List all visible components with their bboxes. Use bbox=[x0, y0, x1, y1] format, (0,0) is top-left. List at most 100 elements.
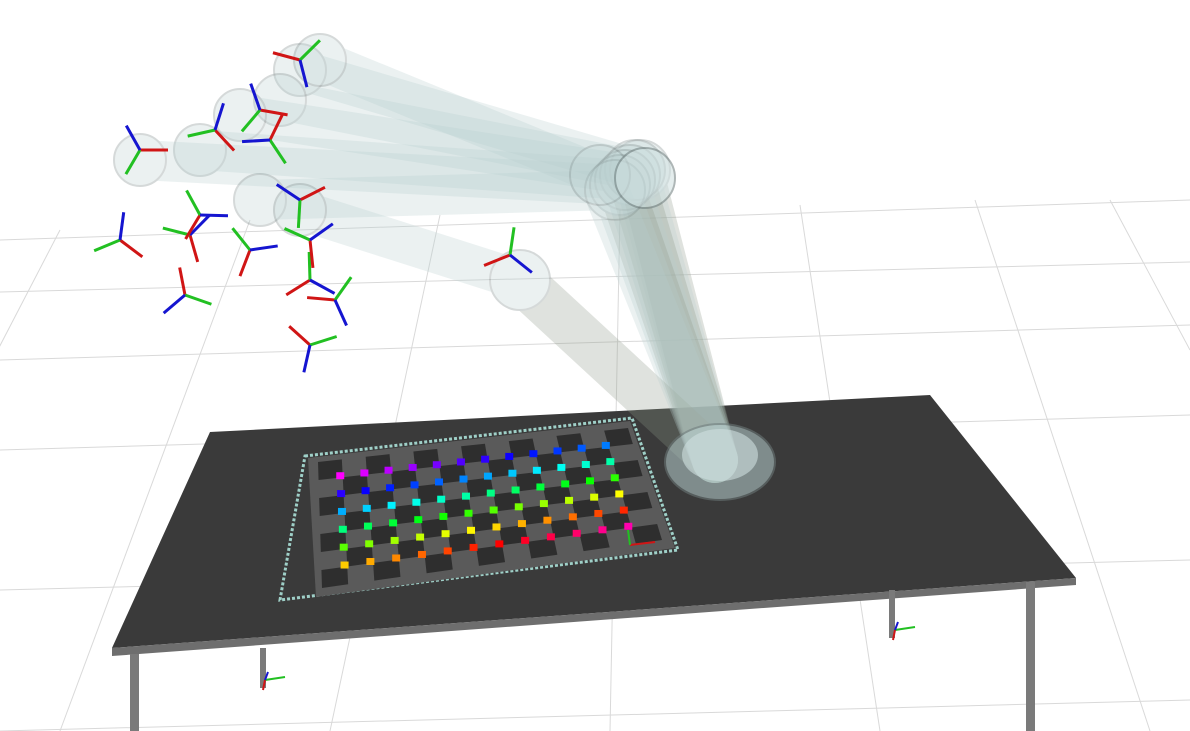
tcp-frame bbox=[231, 227, 278, 277]
board-marker bbox=[408, 463, 417, 471]
table-leg-front-left bbox=[130, 654, 139, 731]
frame-axis-x bbox=[892, 629, 896, 641]
board-marker bbox=[363, 522, 372, 530]
leg-frame bbox=[262, 671, 286, 691]
checker-square bbox=[564, 465, 593, 486]
board-marker bbox=[439, 512, 448, 520]
board-marker bbox=[340, 561, 349, 569]
frame-axis-x bbox=[178, 267, 187, 296]
frame-axis-x bbox=[184, 214, 202, 240]
frame-axis-y bbox=[508, 227, 516, 256]
robot-wrist-joint bbox=[233, 173, 287, 227]
robot-upper-link bbox=[577, 152, 738, 483]
tcp-frame bbox=[288, 325, 338, 373]
board-marker bbox=[337, 490, 346, 498]
frame-axis-z bbox=[894, 621, 899, 631]
frame-axis-y bbox=[185, 189, 202, 216]
board-marker bbox=[581, 461, 590, 469]
board-marker bbox=[361, 487, 370, 495]
robot-pose bbox=[273, 183, 738, 483]
robot-wrist-joint bbox=[173, 123, 227, 177]
robot-arm-poses bbox=[113, 33, 776, 501]
board-marker bbox=[514, 503, 523, 511]
grid-line bbox=[974, 199, 1151, 731]
board-marker bbox=[384, 466, 393, 474]
calibration-board bbox=[278, 416, 681, 602]
board-marker bbox=[339, 543, 348, 551]
frame-axis-x bbox=[188, 234, 200, 263]
robot-upper-link bbox=[597, 162, 738, 483]
checker-square bbox=[420, 517, 449, 539]
frame-axis-z bbox=[264, 671, 269, 681]
checker-square bbox=[493, 491, 522, 512]
checker-square bbox=[584, 446, 614, 466]
frame-axis-y bbox=[894, 626, 916, 631]
frame-axis-x bbox=[272, 51, 301, 62]
board-marker bbox=[508, 469, 517, 477]
board-marker bbox=[417, 550, 426, 558]
frame-axis-z bbox=[275, 183, 301, 202]
board-marker bbox=[557, 463, 566, 471]
board-marker bbox=[619, 506, 628, 514]
checker-square bbox=[515, 471, 544, 492]
board-markers bbox=[336, 441, 656, 569]
checker-square bbox=[604, 428, 633, 447]
frame-axis-y bbox=[333, 276, 353, 301]
frame-axis-y bbox=[264, 676, 286, 681]
checker-square bbox=[631, 524, 662, 544]
leg-frame bbox=[892, 621, 916, 641]
robot-wrist-joint bbox=[253, 73, 307, 127]
frame-axis-x bbox=[262, 679, 266, 691]
board-marker bbox=[366, 558, 375, 566]
frame-axis-y bbox=[296, 199, 302, 229]
frame-axis-x bbox=[238, 249, 252, 277]
tcp-frame bbox=[285, 251, 336, 297]
board-marker bbox=[486, 489, 495, 497]
robot-upper-link bbox=[497, 257, 738, 483]
frame-axis-z bbox=[124, 124, 142, 151]
robot-forearm-link bbox=[300, 40, 620, 195]
frame-axis-y bbox=[298, 39, 321, 62]
robot-pose bbox=[293, 33, 738, 483]
board-marker bbox=[483, 472, 492, 480]
board-marker bbox=[529, 450, 538, 458]
frame-axis-x bbox=[268, 114, 284, 141]
checker-square bbox=[556, 433, 585, 453]
checker-square bbox=[466, 477, 494, 498]
frame-axis-y bbox=[184, 293, 212, 306]
frame-axis-x bbox=[306, 296, 336, 302]
frame-axis-y bbox=[231, 227, 252, 251]
frame-axis-y bbox=[187, 128, 216, 138]
tcp-frame bbox=[162, 214, 211, 263]
board-marker bbox=[337, 507, 346, 515]
grid-line bbox=[1109, 199, 1190, 351]
board-marker bbox=[572, 529, 581, 537]
checker-square bbox=[550, 518, 580, 539]
frame-axis-z bbox=[213, 102, 225, 131]
frame-axis-z bbox=[333, 299, 348, 327]
checker-square bbox=[528, 538, 558, 559]
frame-axis-z bbox=[309, 278, 336, 295]
frame-axis-x bbox=[308, 239, 315, 269]
board-marker bbox=[389, 519, 398, 527]
robot-forearm-link bbox=[240, 170, 635, 220]
board-marker bbox=[456, 458, 465, 466]
tcp-frames bbox=[93, 39, 533, 373]
board-marker bbox=[568, 513, 577, 521]
frame-axis-z bbox=[162, 293, 186, 315]
frame-axis-z bbox=[298, 59, 309, 88]
robot-elbow-joint bbox=[489, 249, 551, 311]
frame-axis-z bbox=[249, 244, 278, 252]
board-marker bbox=[495, 540, 504, 548]
frame-axis-z bbox=[509, 253, 533, 274]
board-marker bbox=[459, 475, 468, 483]
board-marker bbox=[532, 466, 541, 474]
tcp-frame bbox=[283, 222, 334, 269]
frame-axis-x bbox=[119, 238, 144, 259]
grid-line bbox=[0, 261, 1190, 293]
board-marker bbox=[539, 500, 548, 508]
table-frames bbox=[262, 621, 916, 691]
robot-base-cap bbox=[682, 429, 758, 481]
checker-square bbox=[424, 552, 453, 574]
robot-upper-link bbox=[607, 152, 738, 483]
